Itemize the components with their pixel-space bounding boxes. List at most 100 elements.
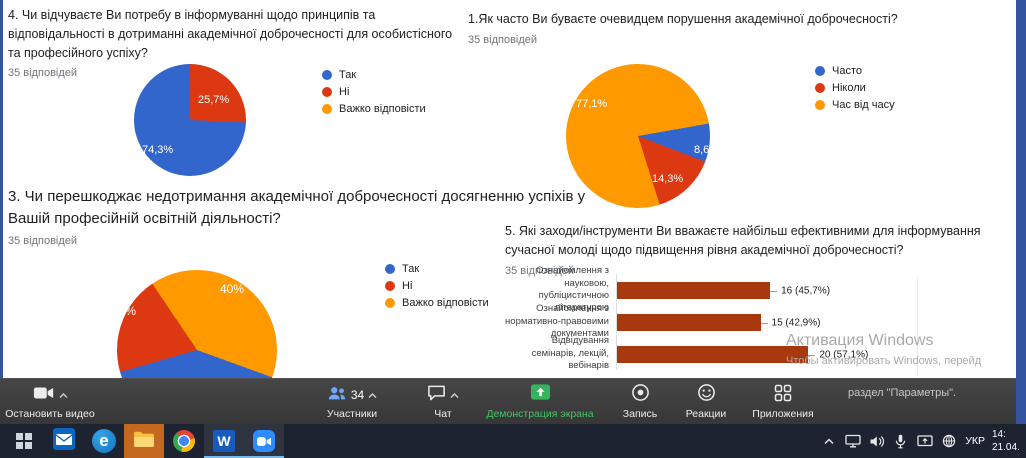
legend-label: Так: [402, 262, 420, 275]
legend-item: Так: [322, 66, 426, 83]
word-icon: W: [213, 430, 235, 452]
folder-icon: [132, 428, 156, 455]
watermark-title: Активация Windows: [786, 332, 934, 349]
response-count: 35 відповідей: [8, 234, 78, 247]
taskbar-apps: e W: [0, 424, 284, 458]
watermark-subtitle: Чтобы активировать Windows, перейд: [786, 355, 982, 367]
legend-label: Ні: [402, 279, 413, 292]
legend-label: Часто: [832, 64, 862, 77]
bar-value-label: 20 (57,1%): [819, 349, 869, 360]
bar-value-label: 15 (42,9%): [771, 317, 821, 328]
legend-item: Так: [385, 260, 489, 277]
start-button[interactable]: [4, 424, 44, 458]
legend-dot: [322, 86, 332, 97]
bar-category-label: Ознайомлення з науковою, публіцистичною …: [536, 265, 609, 314]
microphone-icon[interactable]: [891, 434, 910, 449]
bar-category-label: Ознайомлення з нормативно-правовими доку…: [505, 303, 609, 340]
language-globe-icon[interactable]: [939, 434, 958, 448]
question-title: 5. Які заходи/інструменти Ви вважаєте на…: [505, 224, 981, 257]
keyboard-language-indicator[interactable]: УКР: [965, 435, 985, 447]
legend-label: Так: [339, 68, 357, 81]
share-screen-label: Демонстрация экрана: [486, 408, 594, 420]
question-block-q4: 4. Чи відчуваєте Ви потребу в інформуван…: [8, 6, 468, 182]
stop-video-label: Остановить видео: [5, 408, 95, 420]
apps-label: Приложения: [752, 408, 814, 420]
legend-dot: [815, 65, 825, 76]
apps-button[interactable]: Приложения: [744, 384, 822, 420]
pie-slice-label: 74,3%: [142, 144, 174, 156]
share-screen-button[interactable]: Демонстрация экрана: [484, 384, 596, 420]
participants-menu-chevron-icon[interactable]: [368, 386, 377, 404]
taskbar-clock[interactable]: 14: 21.04.: [992, 428, 1026, 454]
pie-chart-q3: [117, 270, 277, 378]
response-count: 35 відповідей: [468, 33, 538, 46]
pie-slice-label: 8,6%: [694, 144, 720, 156]
screen-cast-icon[interactable]: [915, 434, 934, 448]
window-edge-left: [0, 0, 3, 378]
legend-dot: [385, 280, 395, 291]
legend: Часто Ніколи Час від часу: [815, 62, 895, 113]
participants-count: 34: [350, 388, 365, 402]
network-icon[interactable]: [843, 434, 862, 448]
bar-category-label: Відвідування семінарів, лекцій, вебінарі…: [531, 335, 609, 372]
record-icon: [631, 383, 650, 407]
participants-icon: [327, 384, 347, 407]
zoom-toolbar: Остановить видео 34 Участники Чат: [0, 378, 1026, 424]
zoom-app-icon[interactable]: [244, 424, 284, 458]
chrome-browser-icon[interactable]: [164, 424, 204, 458]
chat-label: Чат: [434, 408, 452, 420]
legend-label: Важко відповісти: [402, 296, 489, 309]
file-explorer-icon[interactable]: [124, 424, 164, 458]
mail-icon: [52, 427, 76, 456]
bar-row: Відвідування семінарів, лекцій, вебінарі…: [505, 335, 869, 372]
tray-chevron-up-icon[interactable]: [819, 438, 838, 445]
pie-slice-label: 20%: [112, 304, 137, 318]
windows-activation-watermark: Активация Windows Чтобы активировать Win…: [786, 332, 981, 367]
pie-slice-label: 77,1%: [576, 98, 608, 110]
question-title: 3. Чи перешкоджає недотримання академічн…: [8, 188, 586, 227]
legend-item: Часто: [815, 62, 895, 79]
windows-logo-icon: [16, 433, 32, 449]
edge-browser-icon[interactable]: e: [84, 424, 124, 458]
reactions-smiley-icon: [697, 383, 716, 407]
bar-row: Ознайомлення з науковою, публіцистичною …: [505, 265, 830, 313]
record-label: Запись: [622, 408, 658, 420]
legend-dot: [385, 297, 395, 308]
legend-dot: [815, 99, 825, 110]
participants-button[interactable]: 34 Участники: [312, 384, 392, 420]
legend-label: Ні: [339, 85, 350, 98]
pie-chart-q4: [134, 64, 246, 176]
stop-video-menu-chevron-icon[interactable]: [59, 386, 68, 404]
pie-slice-label: 14,3%: [652, 173, 684, 185]
question-block-q1: 1.Як часто Ви буваєте очевидцем порушенн…: [468, 10, 1020, 218]
bar-track: 15 (42,9%): [616, 306, 820, 338]
chat-bubble-icon: [427, 384, 446, 407]
word-app-icon[interactable]: W: [204, 424, 244, 458]
record-button[interactable]: Запись: [608, 384, 672, 420]
stop-video-button[interactable]: Остановить видео: [0, 384, 100, 420]
clock-time: 14:: [992, 429, 1006, 440]
legend-item: Час від часу: [815, 96, 895, 113]
legend: Так Ні Важко відповісти: [385, 260, 489, 311]
chat-menu-chevron-icon[interactable]: [450, 386, 459, 404]
legend-item: Ні: [385, 277, 489, 294]
legend-label: Важко відповісти: [339, 102, 426, 115]
legend-dot: [815, 82, 825, 93]
mail-app-icon[interactable]: [44, 424, 84, 458]
edge-icon: e: [92, 429, 116, 453]
windows-taskbar: e W: [0, 424, 1026, 458]
reactions-button[interactable]: Реакции: [674, 384, 738, 420]
participants-label: Участники: [326, 408, 378, 420]
legend-dot: [322, 103, 332, 114]
bar: 16 (45,7%): [617, 282, 830, 299]
chat-button[interactable]: Чат: [414, 384, 472, 420]
bar-value-label: 16 (45,7%): [781, 285, 831, 296]
pie-chart-q1: [566, 64, 710, 208]
chart-gridline: [917, 276, 918, 376]
shared-screen: 4. Чи відчуваєте Ви потребу в інформуван…: [0, 0, 1020, 378]
legend-label: Час від часу: [832, 98, 895, 111]
volume-icon[interactable]: [867, 435, 886, 448]
bar: 15 (42,9%): [617, 314, 820, 331]
bar-track: 16 (45,7%): [616, 274, 830, 306]
zoom-icon: [253, 430, 275, 452]
